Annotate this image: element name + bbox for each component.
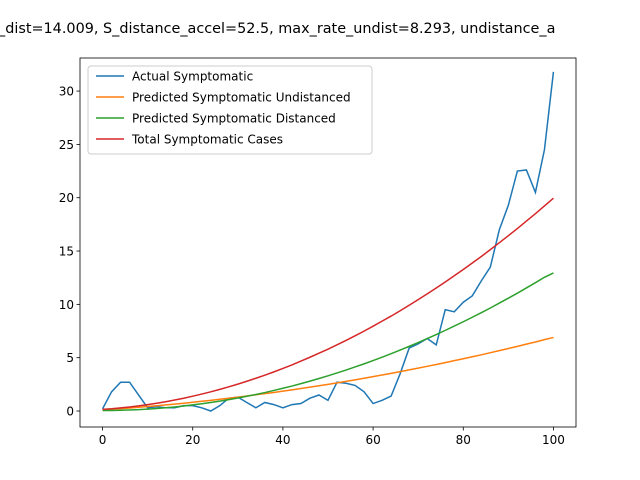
y-tick-label: 15 — [59, 245, 74, 259]
y-tick-label: 0 — [66, 405, 74, 419]
x-tick-label: 40 — [275, 433, 290, 447]
x-tick-label: 60 — [365, 433, 380, 447]
chart-title: _dist=14.009, S_distance_accel=52.5, max… — [0, 21, 555, 37]
legend-label: Predicted Symptomatic Undistanced — [132, 91, 351, 105]
plot-frame — [79, 57, 577, 428]
series-line — [102, 336, 554, 411]
legend-label: Actual Symptomatic — [132, 70, 253, 84]
legend-label: Total Symptomatic Cases — [131, 133, 283, 147]
y-tick-label: 25 — [59, 138, 74, 152]
x-tick-label: 80 — [456, 433, 471, 447]
x-tick-label: 100 — [542, 433, 565, 447]
legend-box — [87, 65, 373, 155]
series-line — [102, 272, 554, 412]
x-tick-label: 0 — [99, 433, 107, 447]
y-tick-label: 5 — [66, 351, 74, 365]
y-tick-label: 30 — [59, 85, 74, 99]
legend-label: Predicted Symptomatic Distanced — [132, 112, 336, 126]
series-line — [102, 197, 554, 411]
y-tick-label: 10 — [59, 298, 74, 312]
x-tick-label: 20 — [185, 433, 200, 447]
y-tick-label: 20 — [59, 191, 74, 205]
